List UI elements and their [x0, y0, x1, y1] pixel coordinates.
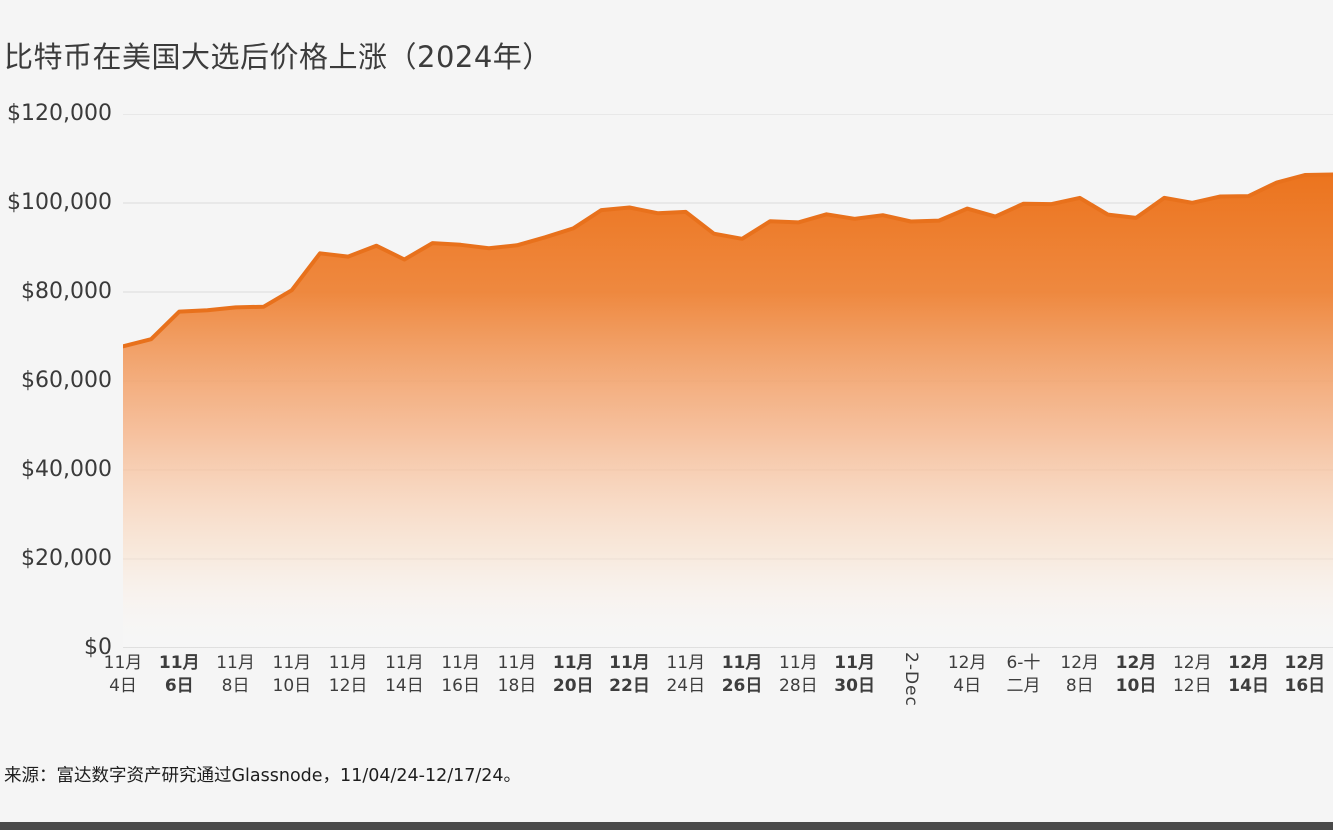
y-tick-label: $0 — [84, 635, 112, 660]
x-tick-label: 12月 16日 — [1284, 653, 1326, 696]
y-tick-label: $80,000 — [21, 279, 112, 304]
y-tick-label: $20,000 — [21, 546, 112, 571]
price-line — [123, 172, 1333, 349]
x-tick-label: 11月 28日 — [779, 653, 818, 696]
chart-title: 比特币在美国大选后价格上涨（2024年） — [4, 40, 552, 74]
x-tick-label: 11月 16日 — [441, 653, 480, 696]
x-tick-label: 11月 22日 — [609, 653, 650, 696]
x-tick-label: 11月 24日 — [666, 653, 706, 696]
x-tick-label: 11月 20日 — [552, 653, 594, 696]
x-tick-label: 11月 30日 — [834, 653, 875, 696]
x-tick-label: 6-十 二月 — [1006, 653, 1041, 696]
x-tick-label: 11月 6日 — [158, 653, 200, 696]
x-tick-label: 11月 14日 — [385, 653, 424, 696]
x-tick-label: 12月 8日 — [1060, 653, 1100, 696]
chart-plot-area — [123, 114, 1333, 648]
x-tick-label: 11月 10日 — [272, 653, 312, 696]
x-tick-label: 11月 4日 — [103, 653, 143, 696]
x-axis: 11月 4日 11月 6日 11月 8日 11月 10日 11月 12日 11月 14日 11月 16日 1… — [104, 652, 1333, 752]
x-tick-label: 12月 10日 — [1115, 653, 1157, 696]
x-tick-label: 12月 12日 — [1172, 653, 1212, 696]
y-tick-label: $60,000 — [21, 368, 112, 393]
x-tick-label: 12月 4日 — [947, 653, 987, 696]
x-tick-label: 12月 14日 — [1228, 653, 1269, 696]
price-area-fill — [123, 174, 1333, 648]
y-tick-label: $120,000 — [7, 101, 112, 126]
x-tick-label: 11月 12日 — [328, 653, 368, 696]
price-area-chart — [123, 114, 1333, 648]
y-tick-label: $40,000 — [21, 457, 112, 482]
x-tick-label: 11月 18日 — [497, 653, 537, 696]
x-tick-label: 11月 26日 — [721, 653, 763, 696]
y-tick-label: $100,000 — [7, 190, 112, 215]
bottom-edge-bar — [0, 822, 1333, 830]
x-tick-label: 11月 8日 — [216, 653, 255, 696]
x-tick-label: 2-Dec — [900, 652, 921, 707]
y-axis: $120,000 $100,000 $80,000 $60,000 $40,000 $20… — [0, 101, 112, 660]
source-note: 来源：富达数字资产研究通过Glassnode，11/04/24-12/17/24… — [4, 766, 522, 786]
